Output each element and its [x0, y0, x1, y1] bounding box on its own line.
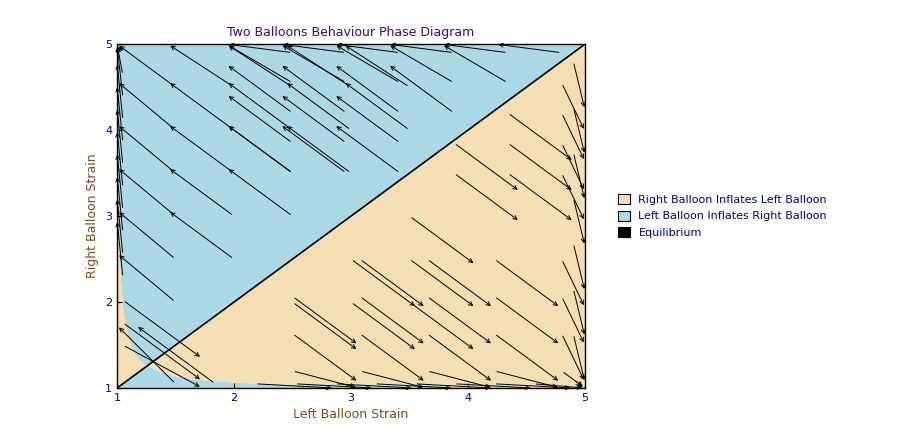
Legend: Right Balloon Inflates Left Balloon, Left Balloon Inflates Right Balloon, Equili: Right Balloon Inflates Left Balloon, Lef… [614, 190, 832, 242]
Y-axis label: Right Balloon Strain: Right Balloon Strain [86, 154, 100, 278]
Title: Two Balloons Behaviour Phase Diagram: Two Balloons Behaviour Phase Diagram [228, 26, 474, 39]
X-axis label: Left Balloon Strain: Left Balloon Strain [293, 408, 409, 422]
